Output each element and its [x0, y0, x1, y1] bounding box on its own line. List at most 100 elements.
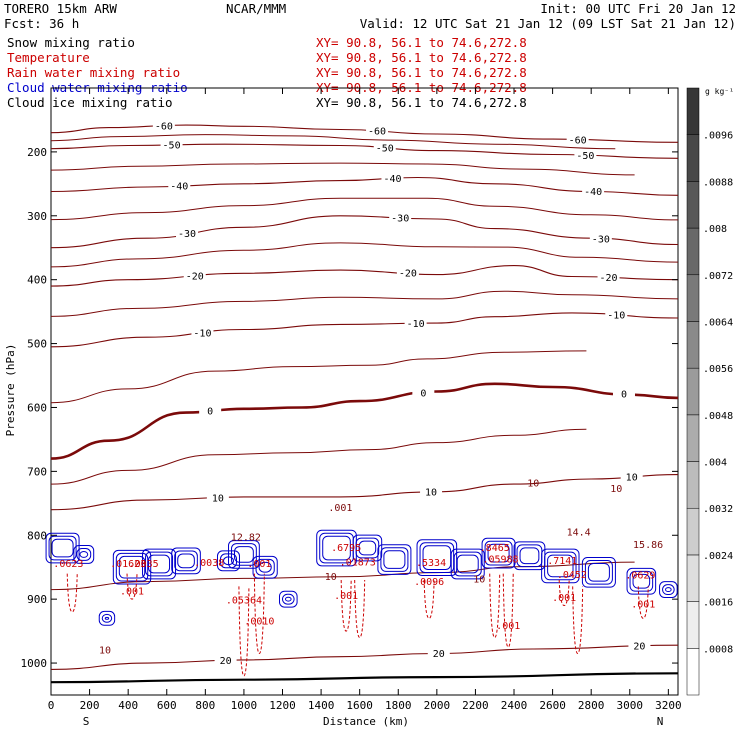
x-tick-label-800: 800 — [195, 699, 215, 712]
y-tick-label-200: 200 — [27, 146, 47, 159]
isotherm-label--40-2: -40 — [584, 187, 602, 198]
cloud-water-contour-14-1 — [453, 551, 482, 577]
isotherm--20 — [51, 265, 678, 287]
isotherm-label-20-0: 20 — [220, 656, 232, 667]
cloud-water-contour-20-0 — [659, 581, 678, 598]
isotherm-label-bg — [628, 640, 651, 652]
isotherm--60 — [51, 124, 678, 143]
cloud-water-contour-9-2 — [284, 596, 292, 602]
isotherm-label-bg — [396, 267, 419, 279]
cloud-water-contour-11-2 — [358, 540, 377, 556]
cloud-water-contour-19-0 — [626, 567, 657, 595]
isotherm-label-bg — [420, 486, 443, 498]
isotherm-label-0-1: 0 — [420, 389, 426, 400]
isotherm-intermediate-6 — [51, 428, 587, 485]
cloud-water-contour-2-0 — [98, 610, 116, 626]
x-axis: 0 200 400 600 800 1000 1200 1400 1600 1800 2000 220… — [48, 88, 682, 712]
rain-water-contour-3 — [253, 573, 265, 654]
org-label: NCAR/MMM — [226, 1, 286, 16]
colorbar-label-1: .0016 — [703, 598, 733, 609]
contour-annotation-29: 10 — [610, 484, 622, 495]
contour-annotation-27: 10 — [473, 575, 485, 586]
contour-annotation-19: .001 — [120, 587, 144, 598]
cloud-water-contour-0-0 — [45, 532, 80, 564]
isotherm-label-0-2: 0 — [621, 390, 627, 401]
colorbar-label-3: .0032 — [703, 504, 733, 515]
x-tick-label-2600: 2600 — [539, 699, 566, 712]
field-xy-0: XY= 90.8, 56.1 to 74.6,272.8 — [316, 35, 527, 50]
x-tick-label-1200: 1200 — [269, 699, 296, 712]
cloud-water-contour-1-1 — [76, 548, 92, 561]
isotherm-label-20-1: 20 — [433, 649, 445, 660]
isotherm-label--10-2: -10 — [607, 311, 625, 322]
colorbar-label-5: .0048 — [703, 411, 733, 422]
isotherm-label-bg — [612, 388, 635, 400]
isotherm-label--20-0: -20 — [186, 272, 204, 283]
contour-annotation-3: .001 — [328, 503, 352, 514]
isotherm-label-bg — [589, 232, 612, 244]
isotherm-label--50-1: -50 — [376, 143, 394, 154]
isotherm-label--60-1: -60 — [368, 127, 386, 138]
isotherm--30 — [51, 215, 678, 249]
isotherm-label--30-1: -30 — [391, 213, 409, 224]
colorbar-unit: g kg⁻¹ — [705, 87, 734, 96]
x-tick-label-1600: 1600 — [346, 699, 373, 712]
colorbar-bin-7 — [686, 321, 700, 369]
temperature-isotherms: -60 -60 -60 -50 -50 -50 -40 -40 -40 -30 -30 -30 -20 -… — [50, 119, 679, 684]
contour-annotation-9: .7141 — [547, 556, 577, 567]
cloud-water-contour-1-2 — [79, 551, 89, 558]
isotherm-label-bg — [582, 185, 605, 197]
contour-annotation-1: 14.4 — [567, 527, 591, 538]
x-tick-label-2200: 2200 — [462, 699, 489, 712]
isotherm-label-bg — [597, 271, 620, 283]
colorbar-label-4: .004 — [703, 458, 727, 469]
cloud-water-contour-3-1 — [115, 552, 149, 582]
isotherm-intermediate-2 — [51, 197, 678, 221]
cloud-water-contour-18-0 — [581, 556, 616, 588]
x-tick-label-0: 0 — [48, 699, 55, 712]
colorbar: .0008 .0016 .0024 .0032 .004 .0048 .0056 .0064.… — [686, 87, 733, 696]
isotherm-label-bg — [160, 138, 183, 150]
colorbar-label-0: .0008 — [703, 644, 733, 655]
isotherm-label-bg — [605, 309, 628, 321]
colorbar-bin-0 — [686, 648, 700, 696]
y-tick-label-500: 500 — [27, 338, 47, 351]
isotherm-label-bg — [183, 270, 206, 282]
plot-frame — [50, 87, 679, 696]
plot-area: -60 -60 -60 -50 -50 -50 -40 -40 -40 -30 -30 -30 -20 -… — [21, 87, 682, 712]
isotherm-label--50-2: -50 — [576, 151, 594, 162]
contour-annotations: 12.82 14.4 15.86 .001 .6795 .01873 .5334 .8465.… — [53, 479, 663, 657]
cloud-water-contour-7-0 — [228, 540, 260, 569]
isotherm-label--10-1: -10 — [407, 319, 425, 330]
isotherm-label-10-1: 10 — [425, 488, 437, 499]
colorbar-bin-9 — [686, 227, 700, 276]
y-tick-label-900: 900 — [27, 593, 47, 606]
colorbar-bin-1 — [686, 601, 700, 649]
cloud-water-contour-5-1 — [174, 550, 198, 572]
x-tick-label-1400: 1400 — [308, 699, 335, 712]
isotherm-label-bg — [412, 387, 435, 399]
isotherm-label-bg — [574, 149, 597, 161]
cloud-water-contour-20-2 — [665, 587, 672, 592]
y-tick-label-600: 600 — [27, 401, 47, 414]
rain-water-contour-2 — [238, 586, 250, 677]
south-label: S — [83, 715, 90, 728]
cloud-water-contour-15-2 — [487, 543, 510, 563]
isotherm-0 — [51, 382, 678, 460]
cloud-water-contour-16-2 — [519, 547, 540, 565]
contour-annotation-15: .0038 — [194, 558, 224, 569]
cloud-water-contour-4-0 — [142, 548, 177, 580]
cloud-water-contour-9-0 — [278, 590, 298, 608]
contour-annotation-12: .0623 — [53, 559, 83, 570]
colorbar-bin-6 — [686, 367, 700, 416]
colorbar-label-10: .0088 — [703, 177, 733, 188]
isotherm-label-bg — [566, 133, 589, 145]
cloud-water-contour-17-2 — [547, 554, 574, 578]
isotherm-intermediate-4 — [51, 290, 678, 317]
isotherm-20 — [51, 644, 678, 670]
isotherm--10 — [51, 312, 678, 348]
cloud-water-contour-19-1 — [629, 570, 654, 592]
cloud-water-contour-13-2 — [422, 545, 452, 570]
